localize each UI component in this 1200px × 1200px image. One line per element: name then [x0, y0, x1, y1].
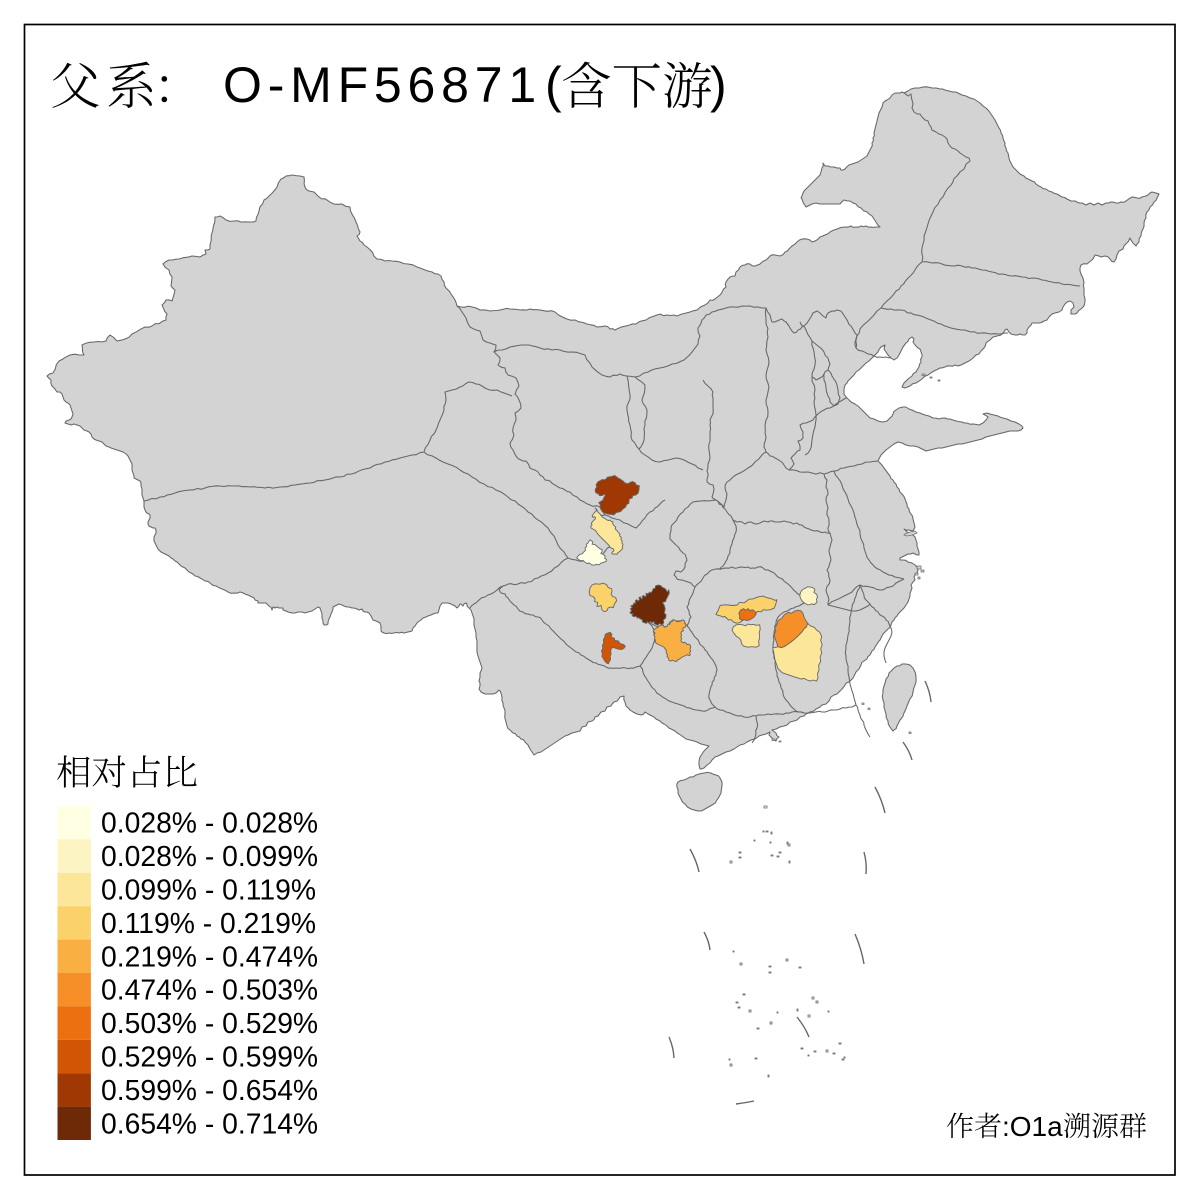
svg-text:0.599% - 0.654%: 0.599% - 0.654% — [101, 1074, 318, 1106]
svg-text:(: ( — [545, 57, 562, 113]
svg-text:0.503% - 0.529%: 0.503% - 0.529% — [101, 1007, 318, 1039]
svg-text:0.028% - 0.028%: 0.028% - 0.028% — [101, 807, 318, 839]
svg-text:): ) — [710, 57, 727, 113]
svg-text::O1a: :O1a — [1002, 1111, 1063, 1142]
svg-text:0.219% - 0.474%: 0.219% - 0.474% — [101, 940, 318, 972]
svg-text:O-MF56871: O-MF56871 — [223, 57, 542, 113]
svg-text:0.119% - 0.219%: 0.119% - 0.219% — [101, 907, 316, 939]
svg-text:0.529% - 0.599%: 0.529% - 0.599% — [101, 1041, 318, 1073]
svg-text:0.654% - 0.714%: 0.654% - 0.714% — [101, 1107, 318, 1139]
svg-text:0.099% - 0.119%: 0.099% - 0.119% — [101, 874, 316, 906]
svg-text:0.474% - 0.503%: 0.474% - 0.503% — [101, 974, 318, 1006]
svg-text:0.028% - 0.099%: 0.028% - 0.099% — [101, 840, 318, 872]
